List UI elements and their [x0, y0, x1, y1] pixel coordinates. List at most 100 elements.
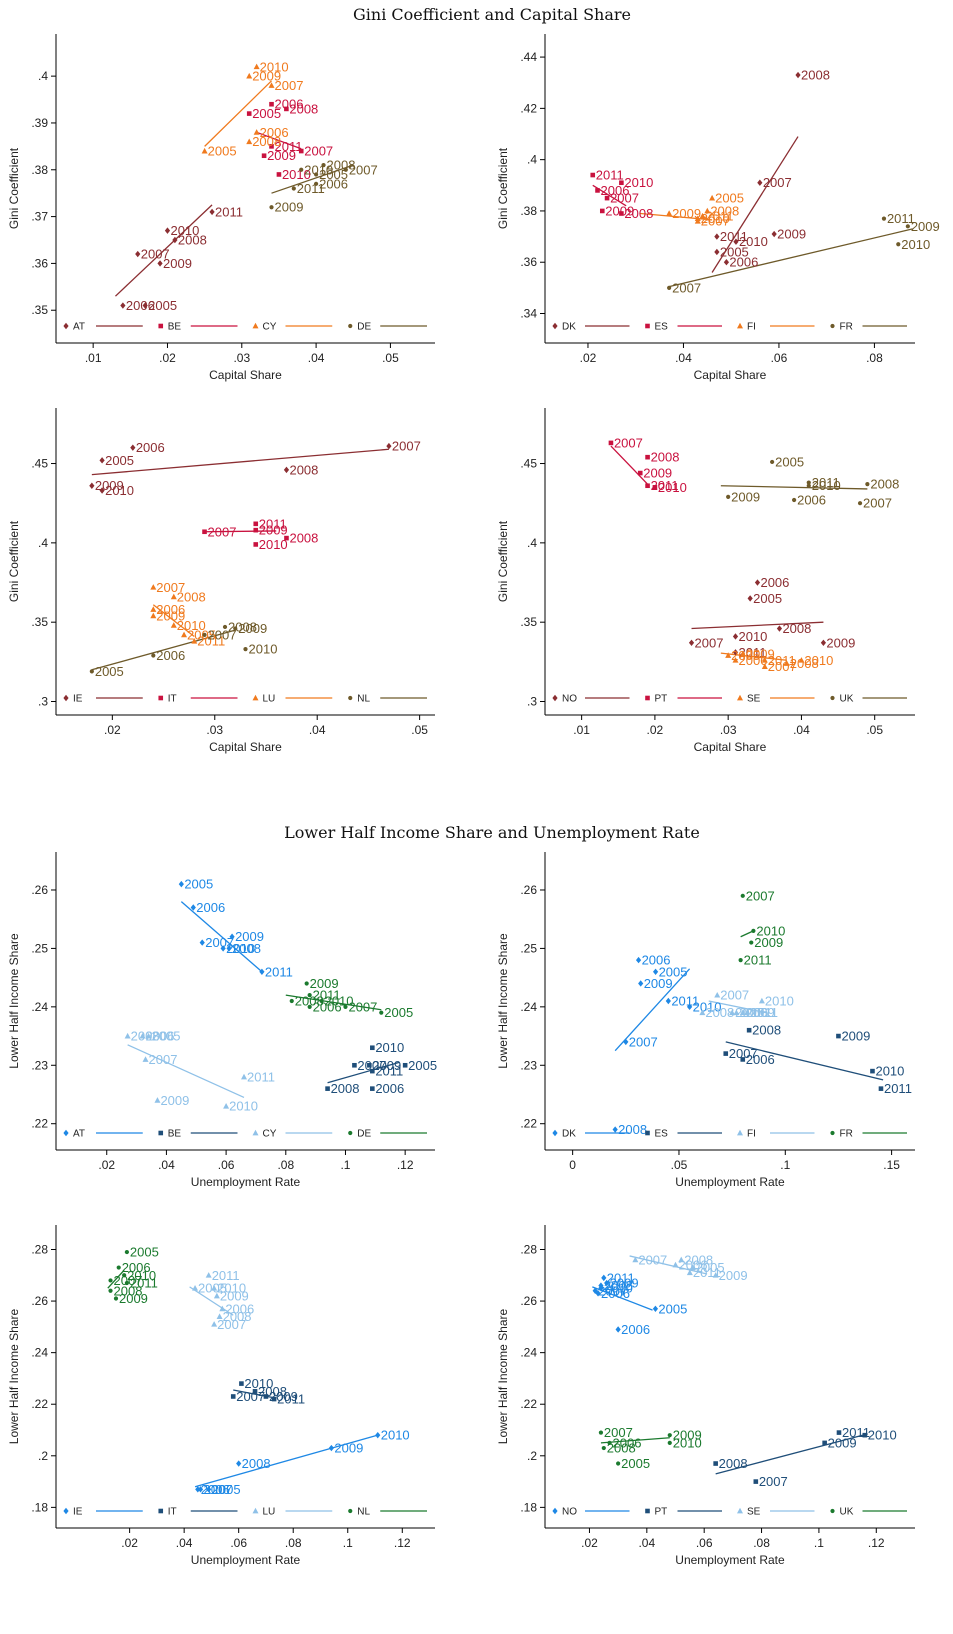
point-label-be: 2010: [282, 167, 311, 182]
y-axis-title: Lower Half Income Share: [7, 1308, 21, 1444]
y-tick-label: .4: [527, 536, 537, 550]
legend-label-no: NO: [562, 1507, 577, 1518]
data-point-fi: [739, 1009, 746, 1016]
legend-label-lu: LU: [263, 1507, 276, 1518]
point-label-fi: 2007: [720, 988, 749, 1003]
data-point-uk: [726, 494, 731, 499]
data-point-lu: [150, 606, 157, 612]
point-label-be: 2011: [275, 139, 303, 154]
data-point-at: [135, 250, 141, 258]
chart-panel-1: .35 .36 .37 .38 .39 .4 .01 .02 .03 .04 .05 Capital …: [7, 34, 435, 382]
data-point-dk: [771, 230, 777, 238]
legend-label-fi: FI: [747, 322, 756, 333]
legend-label-fr: FR: [840, 1129, 853, 1140]
data-point-cy: [253, 63, 260, 70]
x-tick-label: .06: [696, 1536, 713, 1550]
point-label-cy: 2008: [252, 134, 281, 149]
legend-marker-no: [552, 1507, 558, 1515]
point-label-fi: 2005: [735, 1005, 764, 1020]
data-point-de: [304, 981, 309, 986]
fit-line-it: [204, 530, 277, 533]
x-tick-label: .05: [866, 723, 883, 737]
y-tick-label: .23: [31, 1058, 48, 1072]
data-point-es: [878, 1086, 884, 1091]
data-point-at: [172, 236, 178, 244]
data-point-lu: [181, 631, 188, 638]
data-point-nl: [233, 626, 238, 631]
point-label-de: 2011: [313, 988, 341, 1003]
data-point-nl: [202, 632, 207, 637]
y-axis-title: Lower Half Income Share: [496, 933, 510, 1069]
legend-marker-cy: [252, 1129, 259, 1136]
data-point-se: [686, 1269, 693, 1276]
y-tick-label: .18: [31, 1500, 48, 1514]
fit-line-se: [720, 652, 787, 661]
point-label-pt: 2009: [643, 466, 672, 481]
data-point-dk: [635, 956, 642, 964]
fit-line-lu: [152, 604, 195, 637]
data-point-pt: [608, 440, 614, 446]
data-point-nl: [151, 653, 156, 658]
fit-line-cy: [204, 80, 272, 147]
point-label-cy: 2010: [229, 1099, 258, 1114]
chart-panel-8: .18 .2 .22 .24 .26 .28 .02 .04 .06 .08 .1 .12 Unempl…: [496, 1225, 915, 1567]
point-label-no: 2009: [826, 635, 855, 650]
legend-label-pt: PT: [655, 694, 668, 705]
x-tick-label: .02: [121, 1536, 138, 1550]
data-point-it: [284, 535, 289, 541]
legend-label-nl: NL: [357, 1507, 370, 1518]
data-point-nl: [113, 1296, 119, 1301]
data-point-be: [352, 1062, 357, 1068]
data-point-at: [190, 904, 196, 911]
point-label-de: 2009: [275, 200, 304, 215]
data-point-se: [678, 1256, 685, 1263]
legend-marker-es: [645, 1130, 650, 1136]
point-label-nl: 2006: [122, 1260, 151, 1275]
data-point-es: [604, 195, 610, 201]
legend-label-fr: FR: [840, 322, 853, 333]
point-label-it: 2009: [259, 523, 288, 538]
legend-label-de: DE: [357, 322, 371, 333]
y-tick-label: .24: [31, 1346, 48, 1360]
y-tick-label: .44: [520, 50, 537, 64]
data-point-se: [783, 660, 790, 666]
data-point-de: [313, 181, 319, 186]
data-point-at: [259, 968, 265, 975]
x-tick-label: 0: [569, 1158, 576, 1172]
fit-line-fi: [640, 212, 713, 221]
point-label-cy: 2011: [247, 1069, 275, 1084]
point-label-dk: 2011: [720, 229, 748, 244]
point-label-uk: 2009: [731, 489, 760, 504]
point-label-uk: 2005: [621, 1456, 650, 1471]
y-tick-label: .35: [31, 303, 48, 317]
data-point-es: [590, 172, 596, 178]
x-tick-label: .08: [277, 1158, 294, 1172]
point-label-no: 2006: [601, 1286, 630, 1301]
legend-label-uk: UK: [840, 694, 854, 705]
point-label-se: 2009: [719, 1268, 748, 1283]
legend-marker-at: [63, 1129, 69, 1137]
data-point-cy: [246, 138, 253, 145]
point-label-be: 2011: [375, 1064, 403, 1079]
data-point-it: [253, 542, 259, 547]
legend-marker-cy: [252, 322, 259, 329]
y-tick-label: .26: [520, 1294, 537, 1308]
point-label-cy: 2009: [160, 1093, 189, 1108]
data-point-se: [739, 650, 746, 657]
point-label-at: 2010: [170, 223, 199, 238]
data-point-no: [732, 649, 739, 656]
legend-marker-uk: [830, 1508, 835, 1514]
point-label-fi: 2009: [672, 206, 701, 221]
y-tick-label: .26: [520, 883, 537, 897]
point-label-be: 2007: [357, 1058, 386, 1073]
fit-line-at: [115, 204, 213, 297]
data-point-fr: [749, 940, 754, 945]
legend-marker-lu: [252, 694, 259, 701]
point-label-fr: 2009: [754, 935, 783, 950]
data-point-cy: [268, 82, 275, 88]
legend-label-es: ES: [655, 322, 669, 333]
legend-label-it: IT: [168, 1507, 177, 1518]
data-point-lu: [216, 1313, 223, 1319]
legend-marker-nl: [348, 1508, 353, 1514]
